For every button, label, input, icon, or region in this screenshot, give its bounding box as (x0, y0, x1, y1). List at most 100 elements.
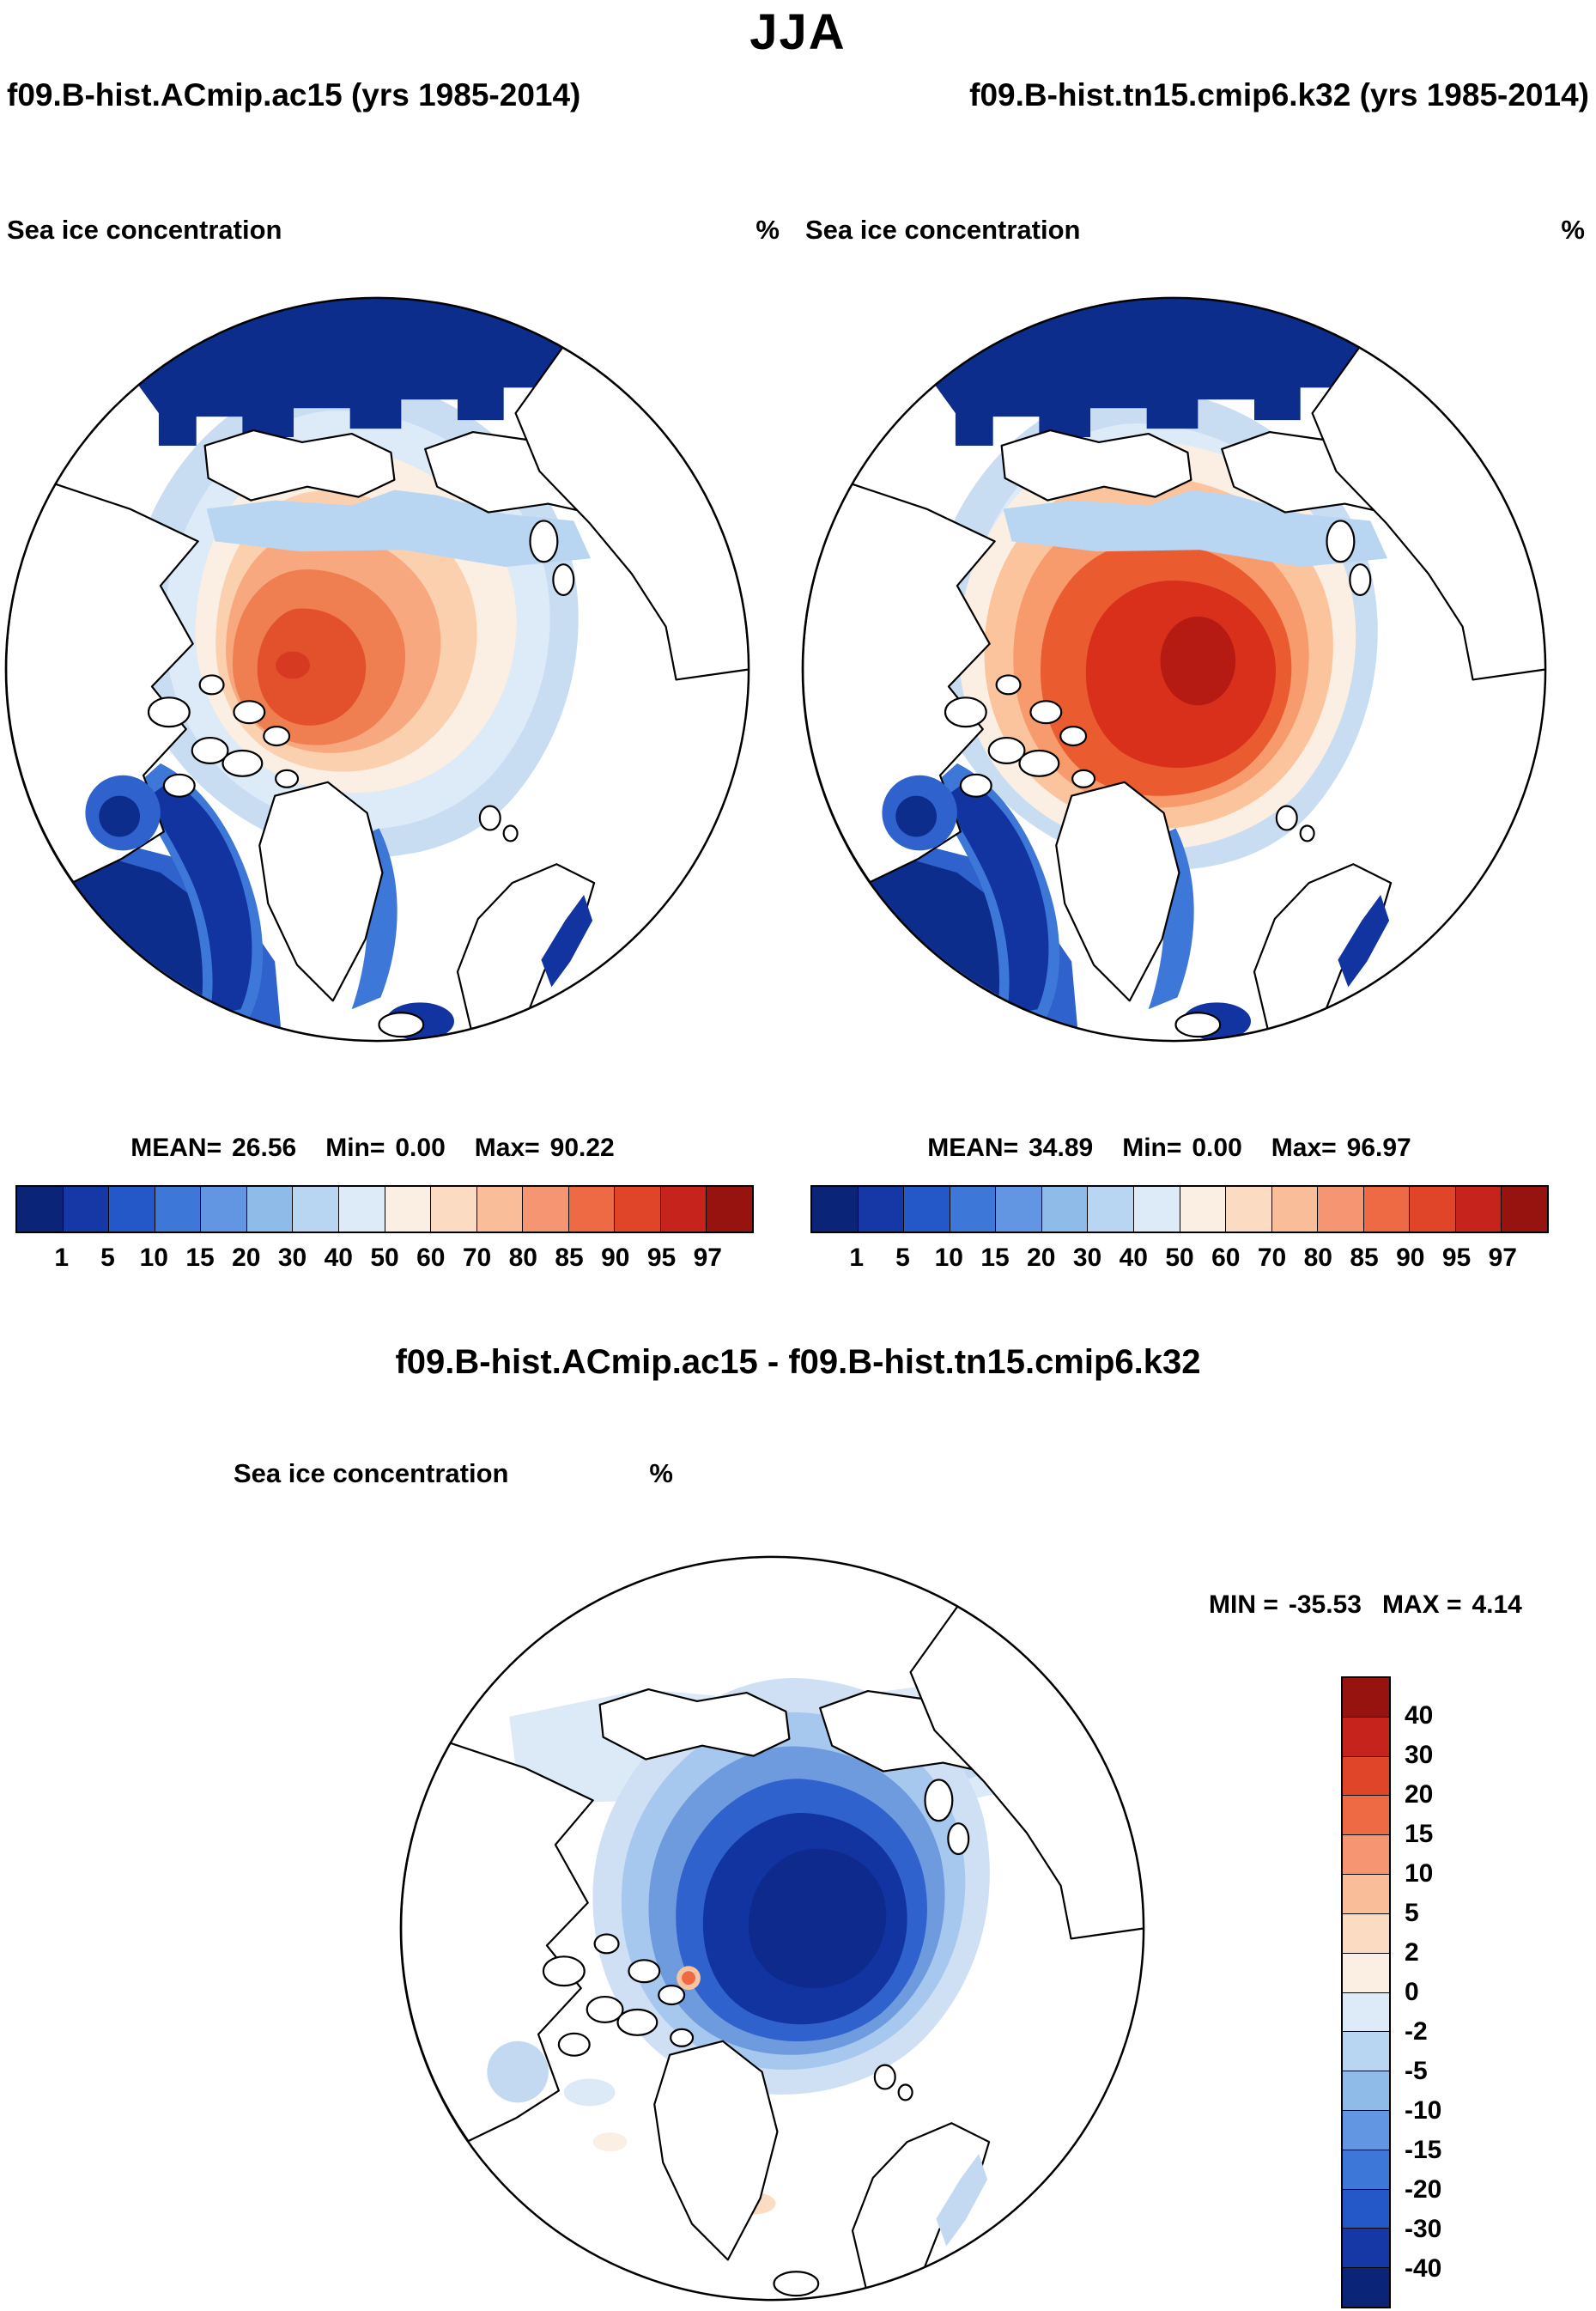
units-label-diff: % (649, 1458, 673, 1488)
figure-title: JJA (749, 4, 847, 60)
colorbar-segment (1041, 1187, 1089, 1232)
colorbar-tick-label: -15 (1405, 2136, 1442, 2164)
colorbar-segment (707, 1187, 752, 1232)
colorbar-tick-label: 10 (1405, 1859, 1434, 1888)
stats-row-diff: MIN = -35.53 MAX = 4.14 (1209, 1590, 1595, 1620)
field-label-diff: Sea ice concentration (234, 1458, 509, 1488)
colorbar-segment (385, 1187, 432, 1232)
colorbar-tick-label: 85 (555, 1244, 584, 1272)
min-label: Min= (1122, 1134, 1182, 1162)
colorbar-segment (1343, 1717, 1389, 1757)
colorbar-tick-label: 95 (646, 1244, 677, 1272)
map-sea-ice-concentration-left (4, 296, 750, 1043)
colorbar-segment (1226, 1187, 1272, 1232)
colorbar-segment (523, 1187, 569, 1232)
colorbar-segment (1343, 1913, 1389, 1954)
colorbar-tick-label: 60 (1211, 1244, 1241, 1272)
colorbar-segment (1133, 1187, 1180, 1232)
run-label-right: f09.B-hist.tn15.cmip6.k32 (yrs 1985-2014… (969, 77, 1589, 113)
colorbar-segment (338, 1187, 385, 1232)
map-boundary-circle (801, 296, 1547, 1043)
colorbar-segment (1363, 1187, 1411, 1232)
colorbar-tick-label: 97 (693, 1244, 722, 1272)
colorbar-segment (812, 1187, 859, 1232)
stats-row-left: MEAN= 26.56 Min= 0.00 Max= 90.22 (0, 1134, 745, 1163)
colorbar-concentration-right (810, 1185, 1549, 1233)
colorbar-concentration-left (15, 1185, 754, 1233)
colorbar-tick-label: -40 (1405, 2254, 1442, 2283)
colorbar-segment (1343, 2071, 1389, 2111)
colorbar-ticks-difference: 40 30 20 15 10 5 2 0 -2 -5 -10 -15 -20 -30 -40 (1405, 1676, 1499, 2308)
colorbar-segment (1343, 1678, 1389, 1718)
colorbar-tick-label: -5 (1405, 2057, 1428, 2085)
map-boundary-circle (4, 296, 750, 1043)
colorbar-segment (1343, 2150, 1389, 2190)
max-label: MAX = (1381, 1590, 1462, 1619)
colorbar-tick-label: 40 (1405, 1701, 1434, 1730)
colorbar-tick-label: 85 (1350, 1244, 1379, 1272)
colorbar-tick-label: -2 (1405, 2017, 1428, 2046)
max-value: 4.14 (1472, 1590, 1522, 1619)
colorbar-tick-label: 40 (324, 1244, 353, 1272)
min-value: 0.00 (1192, 1134, 1242, 1162)
colorbar-segment (155, 1187, 202, 1232)
colorbar-tick-label: 30 (1072, 1244, 1102, 1272)
difference-title: f09.B-hist.ACmip.ac15 - f09.B-hist.tn15.… (395, 1343, 1201, 1381)
mean-value: 34.89 (1029, 1134, 1094, 1162)
colorbar-ticks-right: 1 5 10 15 20 30 40 50 60 70 80 85 90 95 97 (810, 1244, 1549, 1274)
colorbar-segment (1343, 1992, 1389, 2033)
max-value: 90.22 (549, 1134, 615, 1162)
colorbar-segment (1343, 1756, 1389, 1797)
mean-label: MEAN= (927, 1134, 1019, 1162)
colorbar-segment (1343, 1953, 1389, 1993)
max-label: Max= (1271, 1134, 1337, 1162)
colorbar-tick-label: 70 (1257, 1244, 1287, 1272)
colorbar-segment (1502, 1187, 1547, 1232)
max-label: Max= (474, 1134, 540, 1162)
colorbar-segment (996, 1187, 1042, 1232)
colorbar-tick-label: 20 (1405, 1780, 1434, 1809)
stats-row-right: MEAN= 34.89 Min= 0.00 Max= 96.97 (797, 1134, 1542, 1163)
colorbar-segment (615, 1187, 661, 1232)
colorbar-tick-label: 20 (232, 1244, 261, 1272)
colorbar-tick-label: 95 (1441, 1244, 1472, 1272)
colorbar-tick-label: 30 (1405, 1741, 1434, 1769)
colorbar-tick-label: 60 (416, 1244, 446, 1272)
colorbar-tick-label: 70 (462, 1244, 492, 1272)
colorbar-segment (1271, 1187, 1319, 1232)
colorbar-tick-label: 5 (1405, 1899, 1419, 1927)
colorbar-segment (950, 1187, 997, 1232)
colorbar-segment (476, 1187, 524, 1232)
colorbar-segment (660, 1187, 707, 1232)
colorbar-segment (858, 1187, 905, 1232)
colorbar-difference (1341, 1676, 1391, 2308)
colorbar-segment (17, 1187, 64, 1232)
colorbar-tick-label: 15 (980, 1244, 1010, 1272)
colorbar-segment (293, 1187, 339, 1232)
colorbar-segment (1455, 1187, 1502, 1232)
colorbar-segment (1343, 2229, 1389, 2269)
colorbar-segment (109, 1187, 155, 1232)
colorbar-segment (431, 1187, 477, 1232)
colorbar-segment (1343, 1875, 1389, 1914)
colorbar-tick-label: 10 (139, 1244, 168, 1272)
min-value: 0.00 (395, 1134, 446, 1162)
colorbar-tick-label: 50 (370, 1244, 399, 1272)
colorbar-segment (1343, 2189, 1389, 2229)
colorbar-segment (904, 1187, 950, 1232)
colorbar-tick-label: -30 (1405, 2215, 1442, 2243)
colorbar-segment (201, 1187, 247, 1232)
field-label-row-right: Sea ice concentration % (805, 215, 1585, 246)
colorbar-tick-label: 15 (1405, 1820, 1434, 1848)
map-boundary-circle (399, 1555, 1145, 2302)
colorbar-tick-label: 90 (1396, 1244, 1425, 1272)
colorbar-tick-label: -20 (1405, 2175, 1442, 2204)
colorbar-segment (1318, 1187, 1364, 1232)
mean-label: MEAN= (130, 1134, 222, 1162)
colorbar-segment (1343, 2110, 1389, 2150)
colorbar-tick-label: 10 (934, 1244, 963, 1272)
colorbar-tick-label: 40 (1119, 1244, 1148, 1272)
field-label-right: Sea ice concentration (805, 215, 1081, 245)
colorbar-segment (1343, 1796, 1389, 1836)
colorbar-segment (1180, 1187, 1227, 1232)
